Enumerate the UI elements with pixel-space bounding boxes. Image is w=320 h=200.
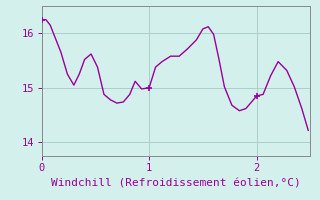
X-axis label: Windchill (Refroidissement éolien,°C): Windchill (Refroidissement éolien,°C) <box>51 179 301 188</box>
